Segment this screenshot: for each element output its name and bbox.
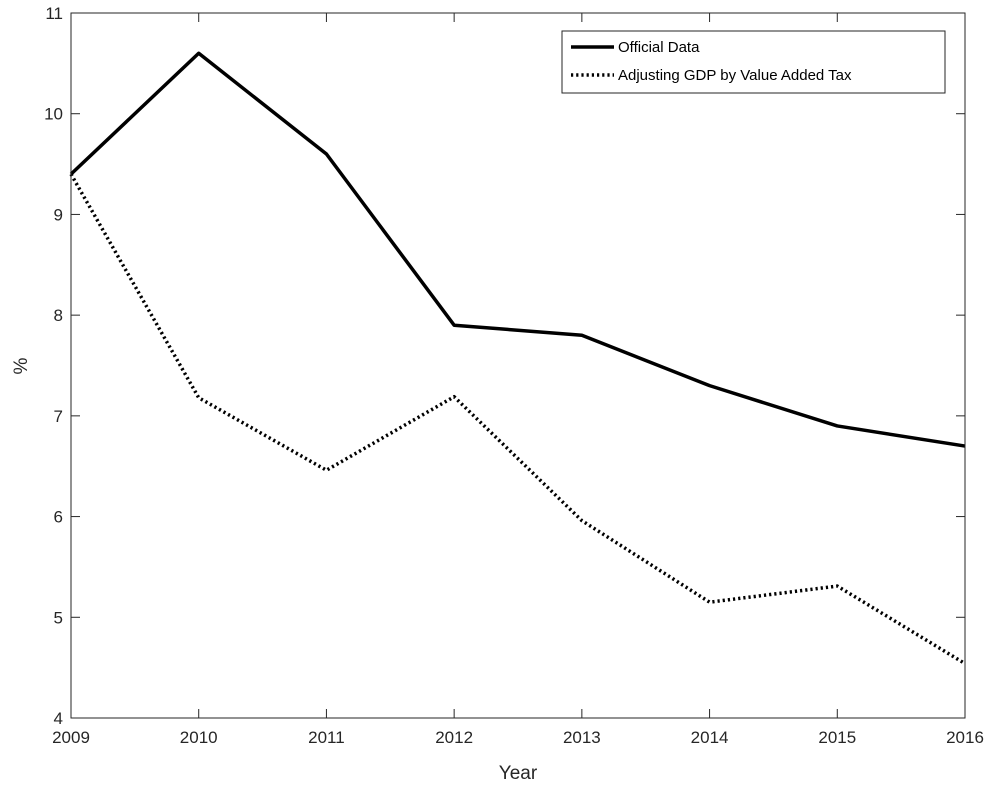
series-line-adjusted-gdp [69,173,966,666]
series-lines [69,51,966,666]
x-tick-label: 2012 [435,728,473,747]
plot-frame [70,12,966,719]
y-axis-label: % [11,357,32,374]
y-tick-label: 10 [44,105,63,124]
legend-label-official-data: Official Data [618,39,700,56]
y-tick-label: 8 [54,306,63,325]
x-tick-label: 2010 [180,728,218,747]
x-tick-label: 2009 [52,728,90,747]
y-tick-label: 4 [54,709,63,728]
legend-label-adjusted-gdp: Adjusting GDP by Value Added Tax [618,67,852,84]
y-tick-label: 9 [54,205,63,224]
tick-labels: 2009 2010 2011 2012 2013 2014 2015 2016 4 5 6 7 8 9 10… [44,4,984,747]
legend: Official Data Adjusting GDP by Value Add… [561,30,946,94]
x-tick-label: 2011 [308,728,345,747]
y-tick-label: 11 [45,4,63,23]
series-line-official-data [69,51,966,448]
x-tick-label: 2013 [563,728,601,747]
x-tick-label: 2015 [818,728,856,747]
x-tick-label: 2016 [946,728,984,747]
y-tick-label: 7 [54,407,63,426]
plot-area [71,13,965,718]
y-tick-label: 6 [54,508,63,527]
y-tick-label: 5 [54,608,63,627]
x-tick-label: 2014 [691,728,729,747]
legend-box [561,30,946,94]
x-axis-label: Year [499,763,538,784]
